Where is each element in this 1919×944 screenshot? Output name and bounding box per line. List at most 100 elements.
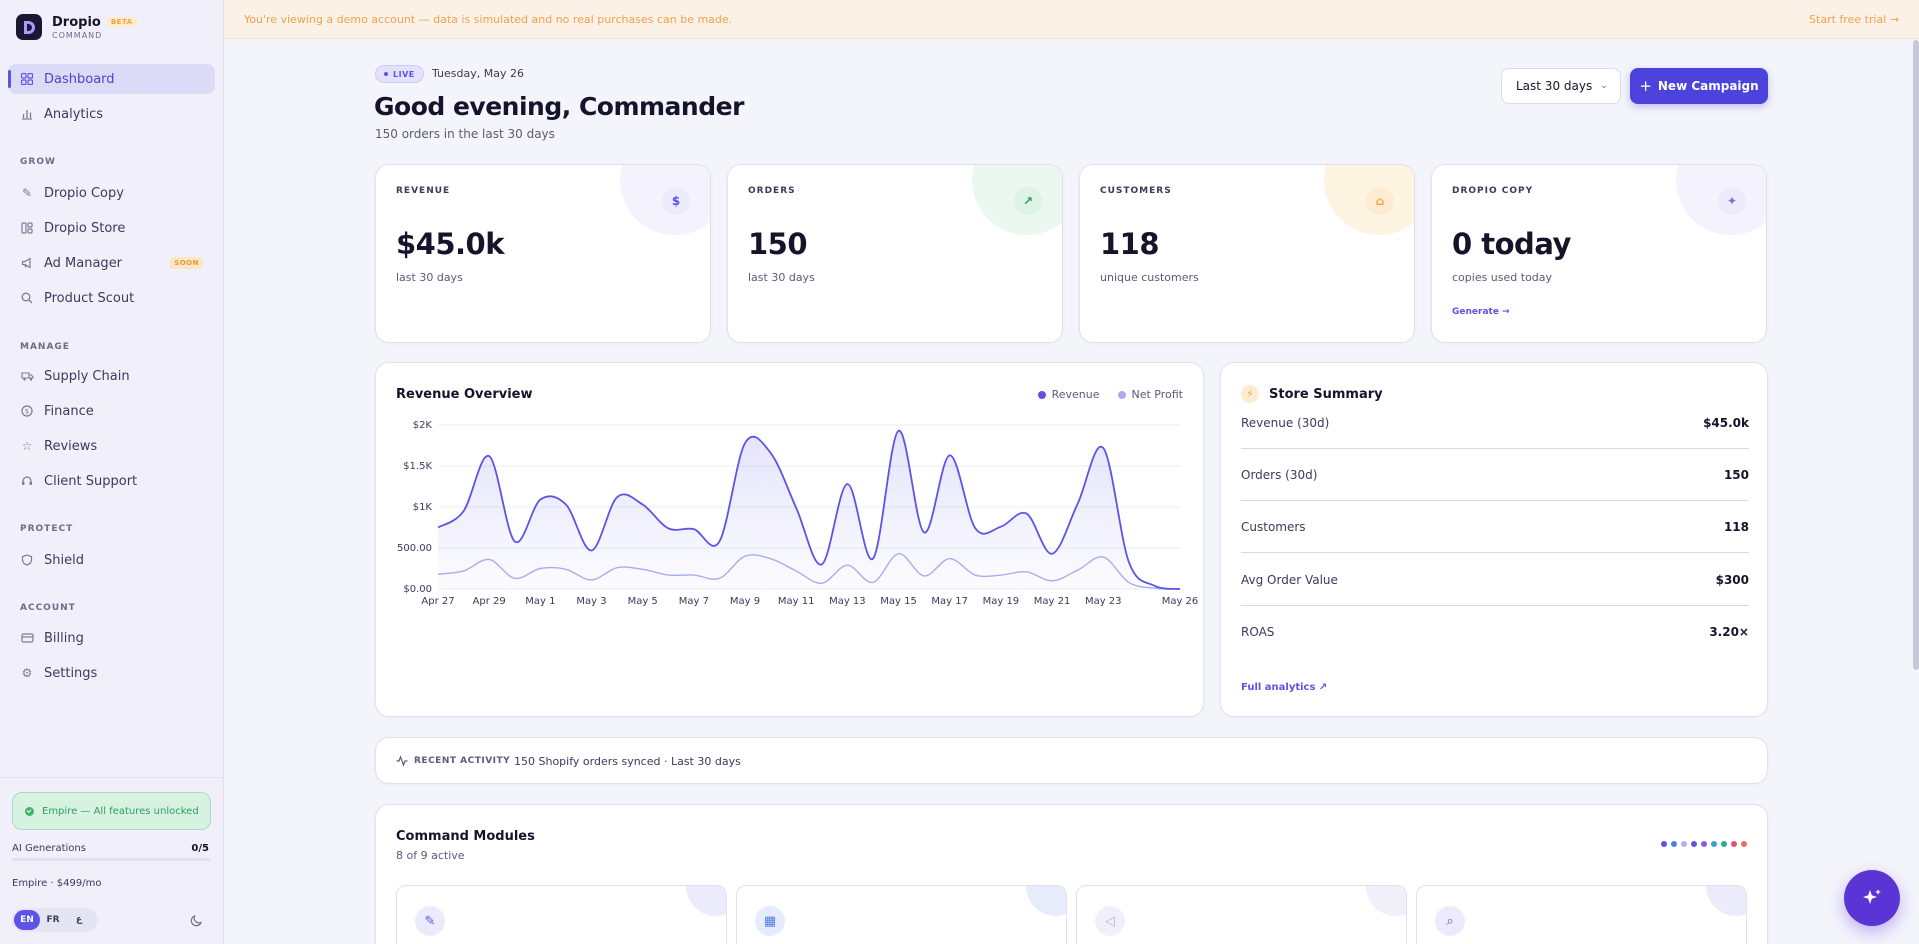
ai-generations-count: 0/5 <box>191 843 209 854</box>
sidebar: Dropio BETA COMMAND Dashboard Analytics G… <box>0 0 224 944</box>
x-tick-label: May 13 <box>829 596 866 607</box>
summary-row-customers: Customers 118 <box>1241 501 1749 553</box>
users-icon: ⌂ <box>1366 187 1394 215</box>
x-tick-label: May 3 <box>576 596 606 607</box>
page-scrollbar[interactable] <box>1913 40 1919 670</box>
kpi-card-dropio-copy[interactable]: ✦ DROPIO COPY 0 today copies used today … <box>1431 164 1767 343</box>
legend-item-net-profit[interactable]: Net Profit <box>1117 388 1183 401</box>
full-analytics-link[interactable]: Full analytics ↗ <box>1241 682 1328 693</box>
kpi-value: 150 <box>748 227 808 261</box>
check-circle-icon <box>25 806 34 816</box>
command-modules-subtitle: 8 of 9 active <box>396 849 465 862</box>
brand-logo <box>16 14 42 40</box>
x-tick-label: May 5 <box>628 596 658 607</box>
module-status-dot <box>1701 841 1707 847</box>
x-tick-label: May 9 <box>730 596 760 607</box>
language-option-fr[interactable]: FR <box>46 915 60 925</box>
new-campaign-button[interactable]: + New Campaign <box>1630 68 1768 104</box>
module-tile[interactable]: ✎ <box>396 885 727 944</box>
kpi-subtext: last 30 days <box>748 271 815 284</box>
sidebar-item-label: Supply Chain <box>44 368 130 384</box>
revenue-area <box>438 430 1180 589</box>
moon-icon[interactable] <box>190 913 204 927</box>
kpi-subtext: copies used today <box>1452 271 1553 284</box>
module-status-dots <box>1657 841 1747 847</box>
megaphone-icon <box>20 256 34 270</box>
star-icon: ☆ <box>21 439 33 453</box>
sidebar-footer: Empire — All features unlocked AI Genera… <box>0 777 223 944</box>
summary-row-revenue: Revenue (30d) $45.0k <box>1241 397 1749 449</box>
y-tick-label: $1.5K <box>403 461 432 472</box>
recent-activity-bar: RECENT ACTIVITY 150 Shopify orders synce… <box>375 737 1768 784</box>
sidebar-item-label: Shield <box>44 552 84 568</box>
gear-icon: ⚙ <box>21 666 33 680</box>
sidebar-item-reviews[interactable]: ☆ Reviews <box>8 431 215 461</box>
new-campaign-label: New Campaign <box>1657 79 1759 93</box>
sidebar-item-dropio-store[interactable]: Dropio Store <box>8 213 215 243</box>
date-range-select[interactable]: Last 30 days ⌄ <box>1501 68 1621 104</box>
language-option-ar[interactable]: ع <box>75 915 83 925</box>
start-trial-link[interactable]: Start free trial → <box>1809 13 1899 26</box>
language-option-en[interactable]: EN <box>14 910 40 930</box>
x-tick-label: May 7 <box>679 596 709 607</box>
brand[interactable]: Dropio BETA COMMAND <box>16 14 137 40</box>
sidebar-item-label: Dropio Store <box>44 220 126 236</box>
module-status-dot <box>1711 841 1717 847</box>
sidebar-item-settings[interactable]: ⚙ Settings <box>8 658 215 688</box>
section-label-account: ACCOUNT <box>20 603 76 613</box>
demo-banner-text: You're viewing a demo account — data is … <box>244 13 733 26</box>
sidebar-item-ad-manager[interactable]: Ad Manager SOON <box>8 248 215 278</box>
recent-activity-label: RECENT ACTIVITY <box>414 756 511 766</box>
truck-icon <box>20 369 34 383</box>
kpi-subtext: last 30 days <box>396 271 463 284</box>
kpi-value: $45.0k <box>396 227 505 261</box>
module-tile[interactable]: ▦ <box>736 885 1067 944</box>
module-status-dot <box>1671 841 1677 847</box>
x-tick-label: Apr 27 <box>421 596 454 607</box>
sidebar-item-shield[interactable]: Shield <box>8 545 215 575</box>
command-modules-card: Command Modules 8 of 9 active ✎ ▦ ◁ ⌕ <box>375 804 1768 944</box>
dollar-circle-icon: $ <box>20 404 34 418</box>
x-tick-label: May 23 <box>1085 596 1122 607</box>
generate-link[interactable]: Generate → <box>1452 307 1510 317</box>
pen-icon: ✎ <box>415 906 445 936</box>
sidebar-item-label: Billing <box>44 630 84 646</box>
sidebar-item-analytics[interactable]: Analytics <box>8 99 215 129</box>
sidebar-item-dropio-copy[interactable]: ✎ Dropio Copy <box>8 178 215 208</box>
summary-row-orders: Orders (30d) 150 <box>1241 449 1749 501</box>
page-subtitle: 150 orders in the last 30 days <box>375 127 555 141</box>
series-line-net-profit <box>437 553 1181 590</box>
ai-assistant-button[interactable] <box>1844 870 1900 926</box>
module-status-dot <box>1721 841 1727 847</box>
summary-row-avg-order-value: Avg Order Value $300 <box>1241 554 1749 606</box>
sidebar-item-label: Reviews <box>44 438 98 454</box>
sparkle-icon: ✦ <box>1718 187 1746 215</box>
sidebar-item-finance[interactable]: $ Finance <box>8 396 215 426</box>
sidebar-item-dashboard[interactable]: Dashboard <box>8 64 215 94</box>
sidebar-item-supply-chain[interactable]: Supply Chain <box>8 361 215 391</box>
kpi-value: 118 <box>1100 227 1160 261</box>
bar-chart-icon <box>20 107 34 121</box>
plan-badge-text: Empire — All features unlocked <box>42 805 199 817</box>
kpi-card-revenue[interactable]: $ REVENUE $45.0k last 30 days <box>375 164 711 343</box>
kpi-card-customers[interactable]: ⌂ CUSTOMERS 118 unique customers <box>1079 164 1415 343</box>
soon-badge: SOON <box>170 257 203 269</box>
sidebar-item-billing[interactable]: Billing <box>8 623 215 653</box>
sidebar-item-label: Finance <box>44 403 94 419</box>
sidebar-item-client-support[interactable]: Client Support <box>8 466 215 496</box>
search-icon: ⌕ <box>1435 906 1465 936</box>
sidebar-item-label: Dropio Copy <box>44 185 124 201</box>
chevron-down-icon: ⌄ <box>1600 81 1608 91</box>
demo-banner: You're viewing a demo account — data is … <box>224 0 1919 39</box>
y-tick-label: $2K <box>413 420 433 431</box>
module-tile[interactable]: ⌕ <box>1416 885 1747 944</box>
card-icon <box>20 631 34 645</box>
plus-icon: + <box>1639 77 1652 95</box>
live-badge: LIVE <box>375 65 424 83</box>
sidebar-item-product-scout[interactable]: Product Scout <box>8 283 215 313</box>
chart-legend: Revenue Net Profit <box>1020 388 1183 401</box>
module-tile[interactable]: ◁ <box>1076 885 1407 944</box>
legend-item-revenue[interactable]: Revenue <box>1037 388 1100 401</box>
kpi-card-orders[interactable]: ↗ ORDERS 150 last 30 days <box>727 164 1063 343</box>
section-label-manage: MANAGE <box>20 342 70 352</box>
